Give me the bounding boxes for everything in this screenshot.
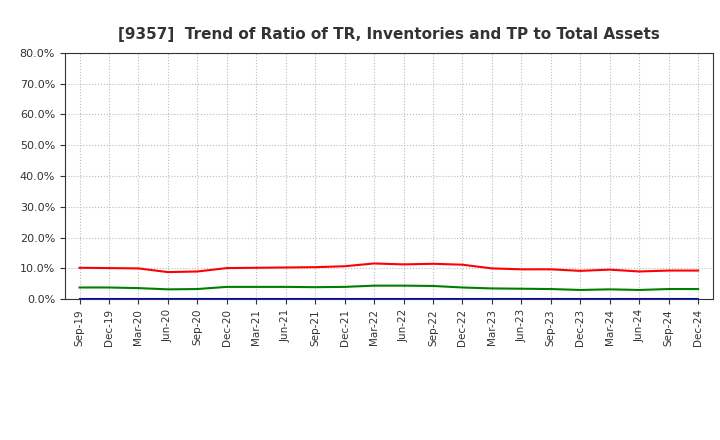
- Trade Payables: [635, 287, 644, 293]
- Trade Payables: [75, 285, 84, 290]
- Trade Payables: [193, 286, 202, 292]
- Trade Receivables: [341, 264, 349, 269]
- Inventories: [222, 296, 231, 301]
- Trade Receivables: [606, 267, 614, 272]
- Title: [9357]  Trend of Ratio of TR, Inventories and TP to Total Assets: [9357] Trend of Ratio of TR, Inventories…: [118, 27, 660, 42]
- Trade Payables: [222, 284, 231, 290]
- Inventories: [163, 296, 172, 301]
- Trade Payables: [487, 286, 496, 291]
- Inventories: [458, 296, 467, 301]
- Trade Receivables: [576, 268, 585, 274]
- Trade Payables: [694, 286, 703, 292]
- Inventories: [193, 296, 202, 301]
- Trade Payables: [370, 283, 379, 288]
- Trade Receivables: [163, 269, 172, 275]
- Inventories: [252, 296, 261, 301]
- Inventories: [487, 296, 496, 301]
- Trade Receivables: [252, 265, 261, 271]
- Trade Payables: [517, 286, 526, 291]
- Inventories: [546, 296, 555, 301]
- Trade Payables: [665, 286, 673, 292]
- Inventories: [399, 296, 408, 301]
- Inventories: [75, 296, 84, 301]
- Trade Receivables: [104, 265, 113, 271]
- Trade Payables: [134, 286, 143, 291]
- Inventories: [104, 296, 113, 301]
- Trade Receivables: [282, 265, 290, 270]
- Trade Payables: [546, 286, 555, 292]
- Inventories: [606, 296, 614, 301]
- Trade Payables: [282, 284, 290, 290]
- Line: Trade Receivables: Trade Receivables: [79, 264, 698, 272]
- Trade Receivables: [428, 261, 437, 267]
- Inventories: [341, 296, 349, 301]
- Trade Payables: [428, 283, 437, 289]
- Trade Receivables: [517, 267, 526, 272]
- Inventories: [635, 296, 644, 301]
- Trade Payables: [104, 285, 113, 290]
- Inventories: [428, 296, 437, 301]
- Inventories: [370, 296, 379, 301]
- Trade Receivables: [311, 264, 320, 270]
- Inventories: [517, 296, 526, 301]
- Trade Receivables: [399, 262, 408, 267]
- Trade Payables: [311, 285, 320, 290]
- Trade Receivables: [694, 268, 703, 273]
- Trade Receivables: [665, 268, 673, 273]
- Line: Trade Payables: Trade Payables: [79, 286, 698, 290]
- Trade Payables: [163, 287, 172, 292]
- Inventories: [311, 296, 320, 301]
- Trade Receivables: [635, 269, 644, 274]
- Trade Payables: [252, 284, 261, 290]
- Inventories: [665, 296, 673, 301]
- Inventories: [282, 296, 290, 301]
- Trade Payables: [458, 285, 467, 290]
- Trade Payables: [576, 287, 585, 293]
- Inventories: [576, 296, 585, 301]
- Trade Receivables: [370, 261, 379, 266]
- Trade Receivables: [546, 267, 555, 272]
- Trade Receivables: [487, 266, 496, 271]
- Trade Receivables: [222, 265, 231, 271]
- Trade Receivables: [75, 265, 84, 271]
- Inventories: [134, 296, 143, 301]
- Trade Payables: [606, 287, 614, 292]
- Trade Receivables: [193, 269, 202, 274]
- Inventories: [694, 296, 703, 301]
- Trade Payables: [399, 283, 408, 288]
- Trade Payables: [341, 284, 349, 290]
- Trade Receivables: [134, 266, 143, 271]
- Trade Receivables: [458, 262, 467, 268]
